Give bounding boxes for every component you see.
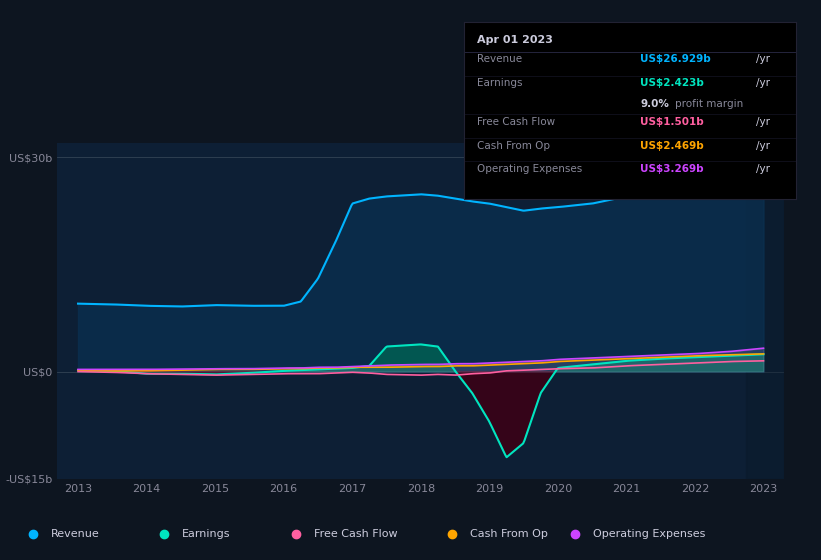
Text: Apr 01 2023: Apr 01 2023 xyxy=(477,35,553,45)
Text: Free Cash Flow: Free Cash Flow xyxy=(477,117,555,127)
Text: Operating Expenses: Operating Expenses xyxy=(477,164,582,174)
Text: /yr: /yr xyxy=(756,54,770,64)
Text: /yr: /yr xyxy=(756,164,770,174)
Bar xyxy=(746,143,784,479)
Text: /yr: /yr xyxy=(756,141,770,151)
Text: /yr: /yr xyxy=(756,78,770,88)
Text: profit margin: profit margin xyxy=(675,99,743,109)
Text: Earnings: Earnings xyxy=(477,78,523,88)
Text: Cash From Op: Cash From Op xyxy=(470,529,548,539)
Text: Cash From Op: Cash From Op xyxy=(477,141,550,151)
Text: US$2.469b: US$2.469b xyxy=(640,141,704,151)
Text: Earnings: Earnings xyxy=(182,529,231,539)
Text: Revenue: Revenue xyxy=(477,54,522,64)
Text: US$3.269b: US$3.269b xyxy=(640,164,704,174)
Text: Operating Expenses: Operating Expenses xyxy=(593,529,705,539)
Text: Free Cash Flow: Free Cash Flow xyxy=(314,529,397,539)
Text: Revenue: Revenue xyxy=(51,529,99,539)
Text: US$1.501b: US$1.501b xyxy=(640,117,704,127)
Text: 9.0%: 9.0% xyxy=(640,99,669,109)
Text: /yr: /yr xyxy=(756,117,770,127)
Text: US$26.929b: US$26.929b xyxy=(640,54,711,64)
Text: US$2.423b: US$2.423b xyxy=(640,78,704,88)
